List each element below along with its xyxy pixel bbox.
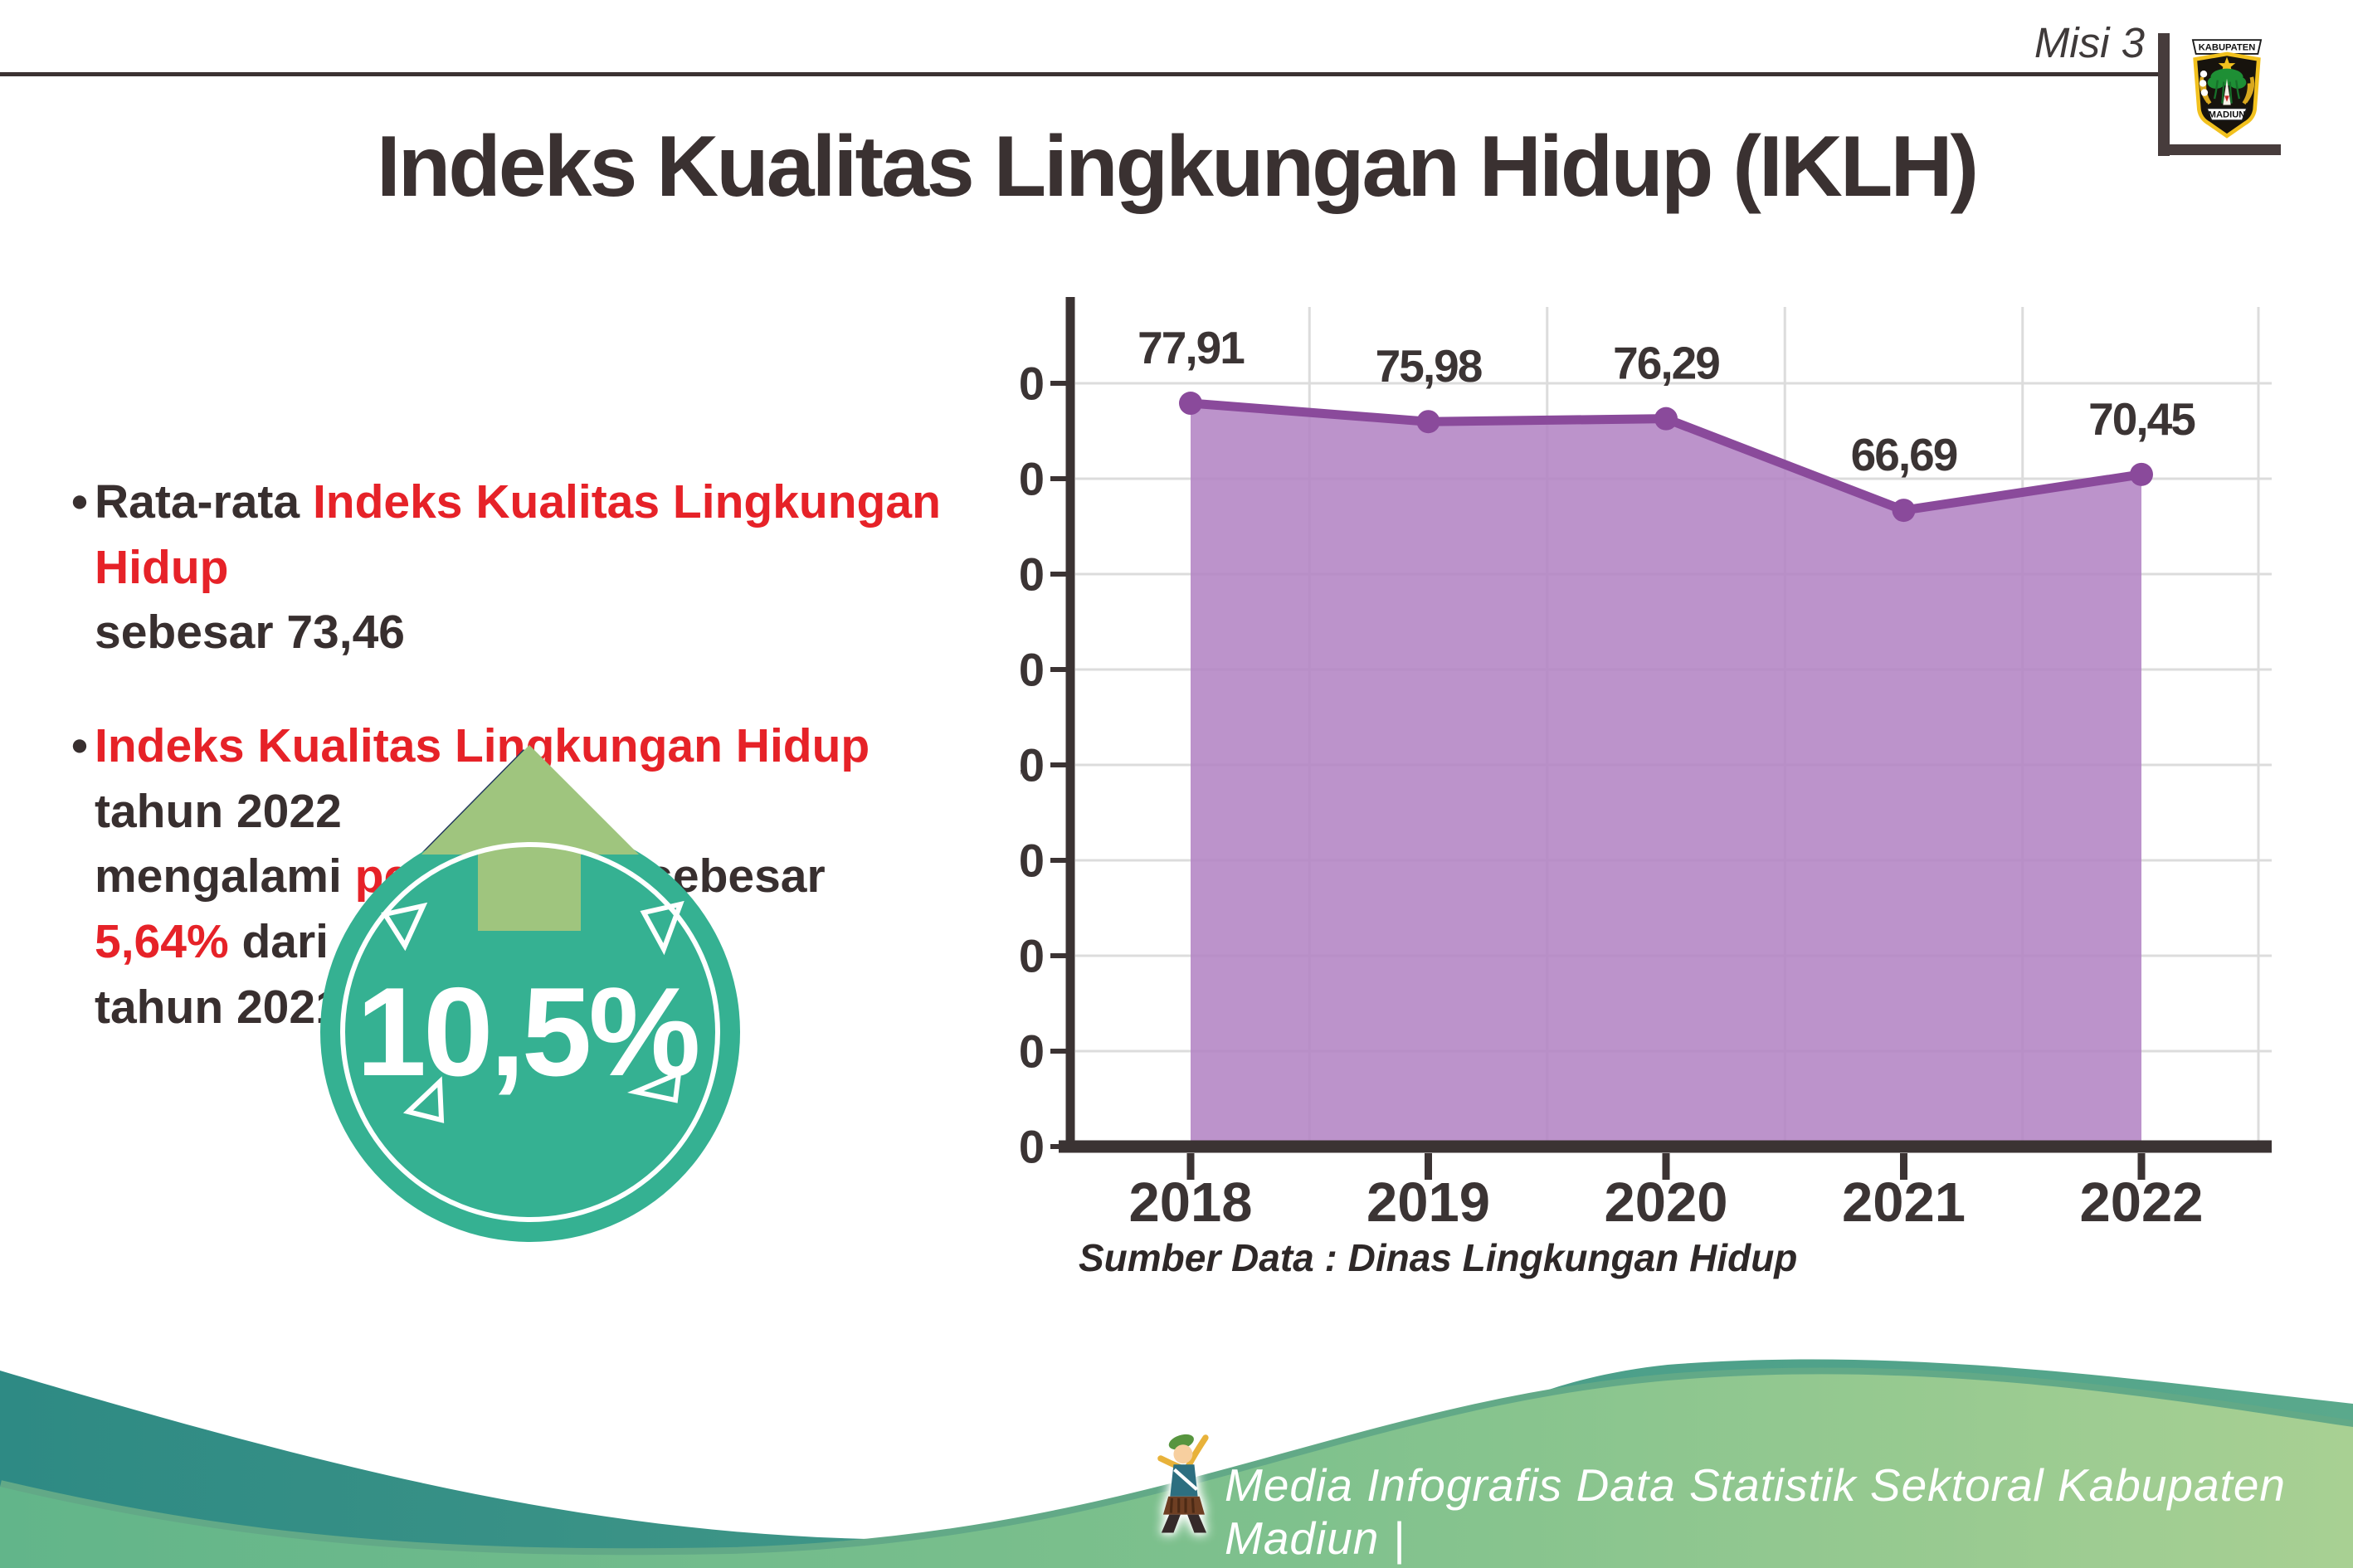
logo-tree-right <box>2229 76 2247 89</box>
y-tick-label-80: 80 <box>1021 358 1043 410</box>
note-text: sebesar 73,46 <box>95 606 405 660</box>
note-line: Indeks Kualitas Lingkungan Hidup tahun 2… <box>95 713 967 844</box>
note-line: tahun 2021 <box>95 975 967 1040</box>
y-tick-label-0: 0 <box>1021 1121 1043 1173</box>
badge-circle <box>320 822 740 1242</box>
logo-tree-left <box>2207 76 2225 89</box>
y-tick-label-20: 20 <box>1021 930 1043 982</box>
note-text: Rata-rata <box>95 475 313 528</box>
logo-cotton-1 <box>2200 71 2208 78</box>
data-point-2019 <box>1416 410 1440 434</box>
mascot-leg-right <box>1187 1514 1207 1533</box>
note-text: mengalami <box>95 850 355 903</box>
mascot-leg-left <box>1161 1514 1181 1533</box>
note-line: sebesar 73,46 <box>95 600 967 665</box>
logo-wing-right <box>2242 76 2255 105</box>
bullet-dot-icon: • <box>71 475 88 528</box>
data-label-2020: 76,29 <box>1613 338 1719 389</box>
header-rule <box>0 72 2159 76</box>
x-axis-label-2019: 2019 <box>1366 1171 1490 1234</box>
footer-wave-decoration <box>0 1359 2353 1568</box>
footer-caption: Media Infografis Data Statistik Sektoral… <box>1225 1459 2287 1564</box>
note-bullet: • Rata-rata Indeks Kualitas Lingkungan Hi… <box>71 470 967 665</box>
data-point-2022 <box>2130 462 2153 486</box>
logo-top-text: KABUPATEN <box>2199 42 2256 52</box>
x-axis-label-2020: 2020 <box>1604 1171 1727 1234</box>
bullet-dot-icon: • <box>71 718 88 772</box>
iklh-area-chart: 0 10 20 30 40 50 60 70 80 2018 77,91 2019 75,98 2020 7… <box>1021 297 2272 1279</box>
chart-source-note: Sumber Data : Dinas Lingkungan Hidup <box>1079 1236 1797 1279</box>
y-tick-label-40: 40 <box>1021 739 1043 791</box>
data-point-2021 <box>1892 499 1916 523</box>
logo-cotton-3 <box>2200 89 2209 96</box>
mascot-sash <box>1173 1468 1198 1491</box>
badge-spark-lower-right <box>626 1069 682 1103</box>
y-tick-label-10: 10 <box>1021 1025 1043 1078</box>
badge-inner-ring <box>340 842 720 1222</box>
data-label-2021: 66,69 <box>1851 429 1957 480</box>
logo-willow-strands <box>2213 80 2241 104</box>
logo-frame-horizontal <box>2158 144 2281 155</box>
mascot-skirt <box>1162 1496 1205 1515</box>
highlighted-text: 5,64% <box>95 914 229 968</box>
data-label-2022: 70,45 <box>2088 393 2195 445</box>
logo-top-banner <box>2191 39 2263 55</box>
logo-monument-chevron <box>2224 95 2229 102</box>
highlighted-text: Indeks Kualitas Lingkungan Hidup <box>95 475 941 594</box>
mascot-head <box>1173 1444 1193 1464</box>
logo-cotton-2 <box>2199 80 2207 87</box>
logo-bottom-text: MADIUN <box>2209 110 2246 119</box>
misi-label: Misi 3 <box>2034 19 2145 66</box>
mascot-skirt-pattern <box>1169 1497 1195 1513</box>
note-text: dari <box>228 914 329 968</box>
data-point-2020 <box>1654 407 1678 431</box>
y-tick-label-50: 50 <box>1021 644 1043 696</box>
y-tick-label-60: 60 <box>1021 548 1043 601</box>
logo-bottom-banner <box>2205 107 2248 122</box>
note-text: tahun 2021 <box>95 980 342 1034</box>
note-bullet: • Indeks Kualitas Lingkungan Hidup tahun … <box>71 713 967 1040</box>
note-text: tahun 2022 <box>95 784 342 838</box>
note-line: Rata-rata Indeks Kualitas Lingkungan Hid… <box>95 470 967 600</box>
badge-spark-lower-left <box>402 1076 445 1123</box>
data-label-2019: 75,98 <box>1376 340 1482 392</box>
up-arrow-icon <box>421 745 639 931</box>
y-tick-label-70: 70 <box>1021 453 1043 505</box>
logo-frame-vertical <box>2158 33 2170 156</box>
y-tick-label-30: 30 <box>1021 835 1043 887</box>
x-axis-label-2022: 2022 <box>2079 1171 2203 1234</box>
x-axis-label-2021: 2021 <box>1842 1171 1966 1234</box>
area-fill <box>1191 403 2141 1143</box>
notes-list: • Rata-rata Indeks Kualitas Lingkungan Hi… <box>71 470 967 1088</box>
green-wave <box>0 1374 2353 1568</box>
badge-spark-upper-left <box>381 902 428 952</box>
mascot-icon <box>1157 1434 1209 1533</box>
logo-monument <box>2223 78 2231 105</box>
badge-spark-upper-right <box>640 900 684 956</box>
mascot-arm-right <box>1185 1434 1209 1469</box>
increase-badge: 10,5% <box>320 745 740 1242</box>
data-label-2018: 77,91 <box>1138 322 1245 373</box>
data-point-2018 <box>1179 392 1202 416</box>
kabupaten-madiun-logo-icon: KABUPATEN MADIUN <box>2191 39 2263 139</box>
mascot-body <box>1170 1464 1198 1497</box>
highlighted-text: Indeks Kualitas Lingkungan Hidup <box>95 718 870 772</box>
x-axis-label-2018: 2018 <box>1128 1171 1252 1234</box>
badge-value: 10,5% <box>357 962 699 1103</box>
page-title: Indeks Kualitas Lingkungan Hidup (IKLH) <box>376 119 1979 215</box>
